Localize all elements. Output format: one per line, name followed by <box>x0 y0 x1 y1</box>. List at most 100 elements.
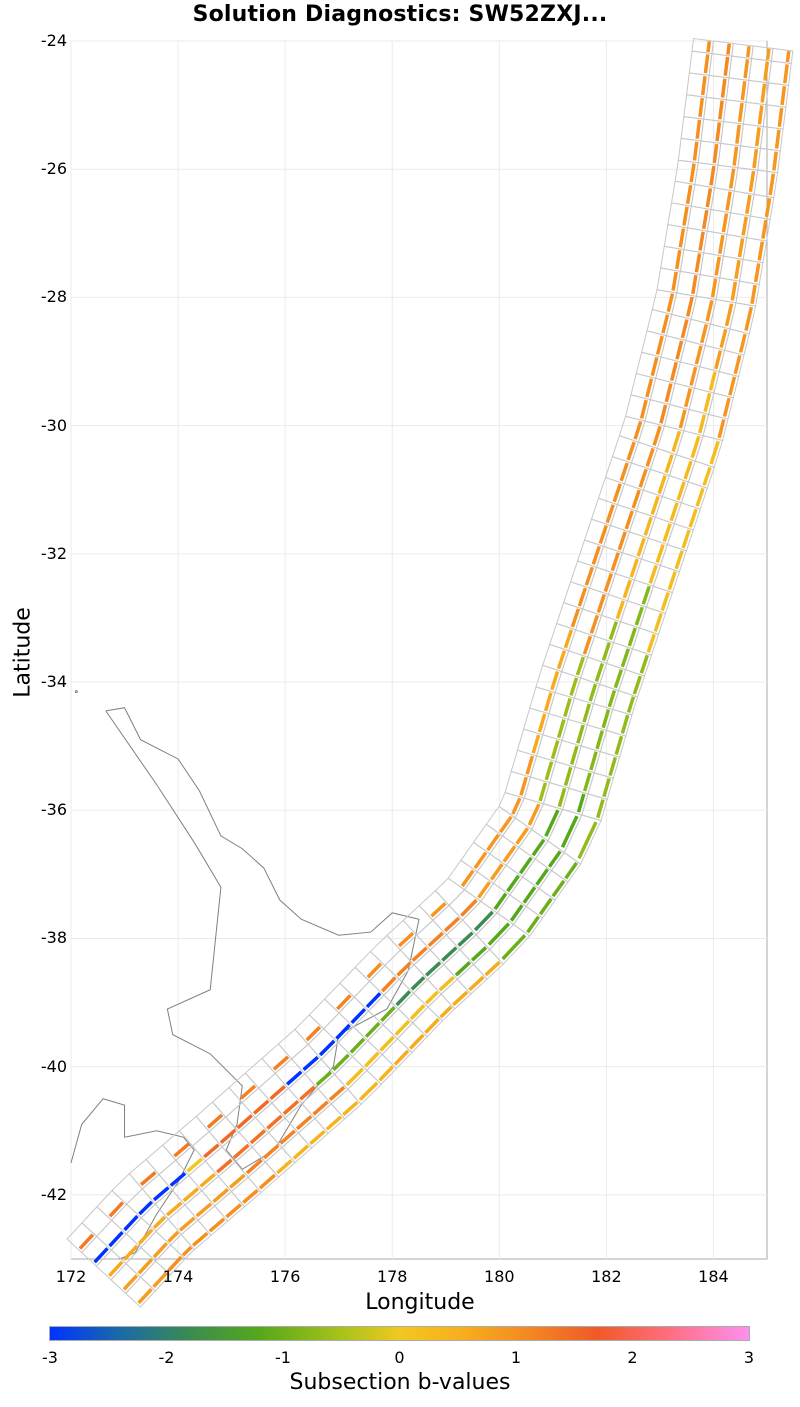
subsection-trace <box>547 850 562 868</box>
y-tick-label: -38 <box>40 928 67 948</box>
subsection-trace <box>721 213 729 233</box>
subsection-trace <box>519 776 528 796</box>
subsection-trace <box>740 80 747 101</box>
subsection-trace <box>299 1085 316 1101</box>
subsection-outlines <box>66 37 794 1308</box>
subsection-trace <box>643 516 653 536</box>
subsection-trace <box>582 635 593 655</box>
subsection-trace <box>443 916 461 933</box>
subsection-trace <box>252 1099 270 1115</box>
subsection-trace <box>152 1271 168 1289</box>
subsection-trace <box>380 1005 396 1023</box>
subsection-trace <box>342 1100 359 1117</box>
subsection-trace <box>139 1171 157 1187</box>
subsection-trace <box>645 447 655 467</box>
subsection-trace <box>636 537 646 557</box>
subsection-trace <box>608 756 618 777</box>
subsection-trace <box>378 1065 395 1082</box>
subsection-trace <box>569 677 579 696</box>
subsection-trace <box>460 898 478 917</box>
subsection-trace <box>486 833 501 852</box>
subsection-trace <box>550 671 560 691</box>
subsection-trace <box>708 371 717 391</box>
subsection-trace <box>624 510 634 530</box>
subsection-trace <box>633 420 643 440</box>
grid-lines <box>70 40 767 1259</box>
subsection-trace <box>550 740 560 760</box>
subsection-trace <box>712 143 719 164</box>
subsection-trace <box>108 1230 124 1248</box>
colorbar-tick-label: 0 <box>394 1348 405 1367</box>
subsection-trace <box>276 1159 293 1175</box>
subsection-trace <box>395 990 412 1007</box>
subsection-trace <box>570 608 581 628</box>
subsection-trace <box>239 1084 257 1100</box>
subsection-trace <box>232 1143 250 1160</box>
subsection-trace <box>632 675 642 695</box>
subsection-trace <box>473 851 488 870</box>
subsection-trace <box>639 654 649 674</box>
subsection-trace <box>484 960 501 977</box>
subsection-trace <box>212 1188 229 1204</box>
subsection-trace <box>78 1233 95 1250</box>
x-tick-label: 180 <box>484 1267 515 1286</box>
x-tick-label: 182 <box>591 1267 622 1286</box>
plot-frame <box>70 40 768 1260</box>
subsection-traces <box>78 41 791 1305</box>
subsection-trace <box>365 992 382 1009</box>
subsection-trace <box>350 1007 367 1025</box>
subsection-trace <box>714 350 723 370</box>
subsection-trace <box>598 524 608 545</box>
subsection-trace <box>678 409 687 429</box>
subsection-trace <box>302 1055 319 1072</box>
subsection-trace <box>152 1242 169 1259</box>
subsection-trace <box>424 990 439 1005</box>
subsection-trace <box>777 107 784 128</box>
subsection-trace <box>563 697 572 717</box>
subsection-trace <box>705 188 713 208</box>
subsection-trace <box>489 863 504 881</box>
subsection-trace <box>487 922 511 946</box>
subsection-trace <box>622 579 632 599</box>
subsection-trace <box>745 194 752 214</box>
subsection-trace <box>229 1173 246 1189</box>
subsection-trace <box>692 141 699 161</box>
subsection-trace <box>236 1114 253 1130</box>
y-tick-label: -42 <box>40 1184 67 1204</box>
subsection-trace <box>577 587 588 607</box>
subsection-trace <box>659 404 668 424</box>
colorbar-tick-label: 2 <box>627 1348 638 1367</box>
subsection-trace <box>715 122 722 142</box>
subsection-trace <box>765 48 771 60</box>
subsection-trace <box>178 1216 196 1232</box>
subsection-trace <box>122 1274 139 1291</box>
subsection-trace <box>137 1287 153 1305</box>
subsection-trace <box>266 1114 283 1130</box>
subsection-trace <box>605 504 615 524</box>
subsection-trace <box>612 483 622 503</box>
subsection-trace <box>498 815 513 834</box>
subsection-trace <box>703 54 710 74</box>
subsection-trace <box>681 529 691 549</box>
subsection-trace <box>454 961 472 977</box>
subsection-trace <box>122 1244 139 1261</box>
subsection-trace <box>629 558 639 578</box>
subsection-trace <box>551 879 566 898</box>
x-tick-label: 184 <box>698 1267 729 1286</box>
subsection-trace <box>152 1215 167 1229</box>
subsection-trace <box>620 648 630 668</box>
subsection-trace <box>589 614 600 634</box>
subsection-trace <box>601 709 611 729</box>
subsection-trace <box>582 703 591 723</box>
subsection-trace <box>544 761 554 781</box>
subsection-trace <box>575 656 586 676</box>
x-tick-label: 174 <box>162 1267 194 1286</box>
subsection-trace <box>638 468 648 488</box>
subsection-trace <box>169 1171 187 1187</box>
subsection-trace <box>411 946 428 962</box>
subsection-trace <box>576 724 585 744</box>
subsection-trace <box>733 355 742 375</box>
subsection-trace <box>610 552 620 572</box>
subsection-trace <box>258 1173 277 1190</box>
